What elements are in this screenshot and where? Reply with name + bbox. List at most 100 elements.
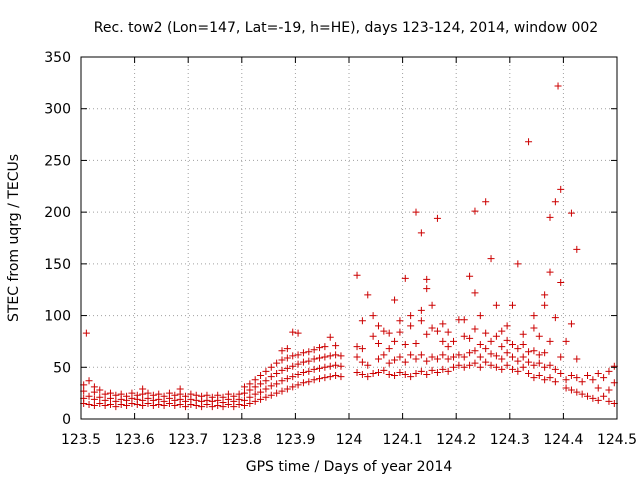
data-point: [605, 386, 613, 394]
data-point: [423, 285, 431, 293]
data-point: [519, 330, 527, 338]
data-point: [444, 343, 452, 351]
data-point: [551, 198, 559, 206]
data-point: [251, 390, 259, 398]
data-point: [594, 396, 602, 404]
data-point: [332, 342, 340, 350]
data-point: [519, 363, 527, 371]
data-point: [305, 367, 313, 375]
data-point: [530, 312, 538, 320]
data-point: [101, 396, 109, 404]
data-point: [466, 272, 474, 280]
data-point: [551, 378, 559, 386]
data-point: [519, 341, 527, 349]
data-point: [267, 373, 275, 381]
data-point: [369, 312, 377, 320]
data-point: [557, 185, 565, 193]
data-point: [310, 365, 318, 373]
y-tick-label: 0: [62, 412, 71, 428]
data-point: [246, 399, 254, 407]
data-point: [299, 368, 307, 376]
data-point: [551, 365, 559, 373]
x-tick-label: 124.2: [436, 432, 476, 448]
data-point: [85, 401, 93, 409]
grid-lines: [81, 57, 617, 419]
data-point: [407, 312, 415, 320]
data-point: [358, 371, 366, 379]
data-point: [428, 301, 436, 309]
data-point: [417, 306, 425, 314]
data-point: [450, 337, 458, 345]
data-point: [321, 374, 329, 382]
data-point: [305, 357, 313, 365]
data-point: [353, 343, 361, 351]
data-point: [240, 396, 248, 404]
data-point: [525, 369, 533, 377]
data-point: [251, 397, 259, 405]
data-point: [567, 209, 575, 217]
data-point: [439, 365, 447, 373]
data-point: [332, 372, 340, 380]
data-point: [476, 312, 484, 320]
data-point: [396, 368, 404, 376]
data-point: [299, 379, 307, 387]
data-points: [80, 82, 618, 411]
data-point: [106, 401, 114, 409]
data-point: [535, 372, 543, 380]
data-point: [503, 349, 511, 357]
data-point: [289, 373, 297, 381]
data-point: [433, 214, 441, 222]
data-point: [589, 376, 597, 384]
data-point: [594, 369, 602, 377]
data-point: [321, 343, 329, 351]
data-point: [557, 369, 565, 377]
data-point: [455, 361, 463, 369]
data-point: [149, 391, 157, 399]
data-point: [332, 351, 340, 359]
data-point: [487, 361, 495, 369]
data-point: [273, 380, 281, 388]
data-point: [487, 350, 495, 358]
data-point: [278, 387, 286, 395]
data-point: [96, 399, 104, 407]
data-point: [498, 355, 506, 363]
data-point: [385, 345, 393, 353]
data-point: [267, 391, 275, 399]
data-point: [439, 351, 447, 359]
data-point: [262, 367, 270, 375]
data-point: [417, 317, 425, 325]
data-point: [525, 348, 533, 356]
data-point: [374, 368, 382, 376]
data-point: [471, 325, 479, 333]
data-point: [407, 351, 415, 359]
data-point: [412, 208, 420, 216]
data-point: [187, 390, 195, 398]
data-point: [412, 339, 420, 347]
data-point: [562, 376, 570, 384]
data-point: [246, 393, 254, 401]
data-point: [374, 339, 382, 347]
data-point: [535, 359, 543, 367]
data-point: [444, 367, 452, 375]
data-point: [374, 322, 382, 330]
data-point: [289, 362, 297, 370]
data-point: [385, 359, 393, 367]
data-point: [364, 373, 372, 381]
data-point: [257, 380, 265, 388]
data-point: [396, 353, 404, 361]
data-point: [273, 369, 281, 377]
data-point: [208, 393, 216, 401]
data-point: [283, 364, 291, 372]
data-point: [482, 198, 490, 206]
data-point: [96, 393, 104, 401]
data-point: [90, 383, 98, 391]
data-point: [203, 391, 211, 399]
data-point: [380, 351, 388, 359]
data-point: [267, 382, 275, 390]
data-point: [450, 363, 458, 371]
x-tick-label: 123.5: [61, 432, 101, 448]
data-point: [407, 322, 415, 330]
data-point: [444, 328, 452, 336]
data-point: [391, 337, 399, 345]
data-point: [283, 345, 291, 353]
